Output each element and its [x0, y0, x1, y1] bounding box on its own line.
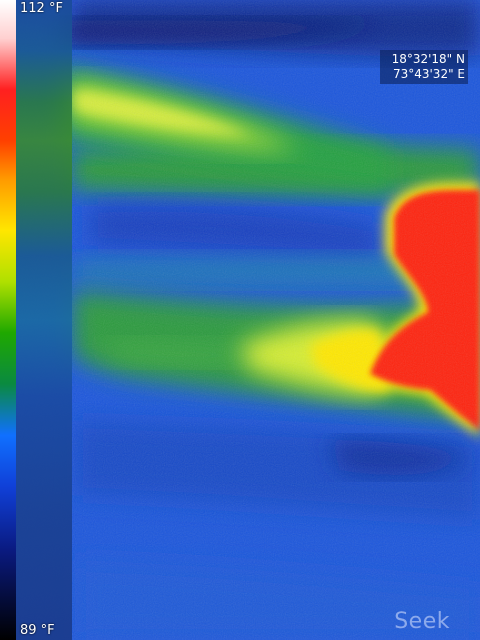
gps-longitude: 73°43'32" E [392, 67, 465, 81]
seek-logo: Seek [394, 609, 450, 634]
temperature-color-scale [0, 0, 16, 640]
scale-min-temperature: 89 °F [20, 623, 55, 638]
gps-coordinates: 18°32'18" N 73°43'32" E [380, 50, 468, 84]
gps-latitude: 18°32'18" N [391, 52, 465, 66]
scale-max-temperature: 112 °F [20, 1, 63, 16]
scale-side-strip [16, 0, 72, 640]
